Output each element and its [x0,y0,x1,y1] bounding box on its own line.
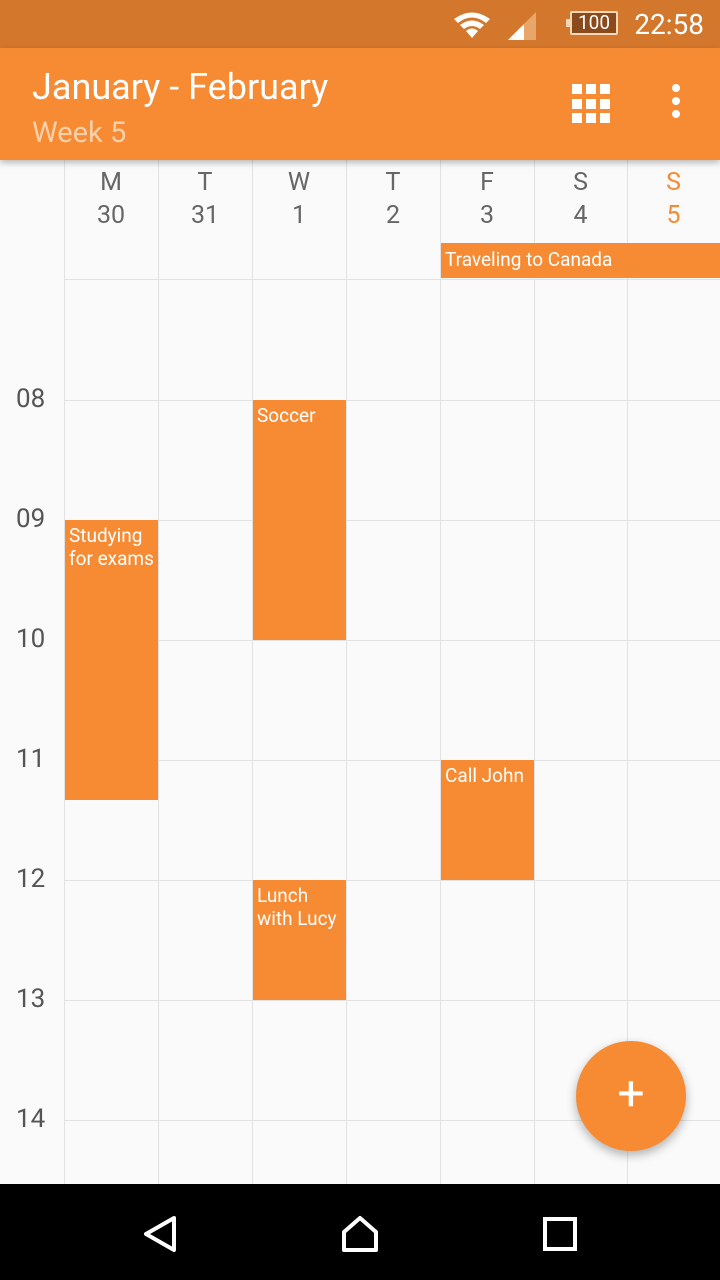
hour-line [64,640,720,641]
day-date: 5 [666,201,681,230]
hour-line [64,1120,720,1121]
day-header[interactable]: T 31 [158,166,252,232]
recents-icon[interactable] [542,1216,578,1252]
page-title[interactable]: January - February [32,66,329,108]
column-divider [627,160,628,1184]
hour-label: 09 [16,504,46,534]
event-block[interactable]: Call John [441,760,534,880]
day-header[interactable]: M 30 [64,166,158,232]
day-letter: S [666,168,681,197]
hour-line [64,1000,720,1001]
day-letter: W [287,168,311,197]
app-bar: January - February Week 5 [0,48,720,160]
view-grid-icon[interactable] [572,84,612,124]
week-label: Week 5 [32,116,127,150]
column-divider [534,160,535,1184]
column-divider [158,160,159,1184]
hour-label: 08 [16,384,46,414]
event-block[interactable]: Lunch with Lucy [253,880,346,1000]
all-day-event[interactable]: Traveling to Canada [441,243,720,278]
day-date: 2 [385,201,401,230]
day-date: 30 [96,201,126,230]
column-divider [252,160,253,1184]
signal-icon [508,12,536,40]
column-divider [64,160,65,1184]
hour-label: 11 [16,744,46,774]
day-letter: F [480,168,494,197]
week-calendar[interactable]: M 30 T 31 W 1 T 2 F 3 S 4 S 5 08 09 10 11 12 13 14 Traveling … [0,160,720,1184]
more-options-icon[interactable] [666,84,686,124]
hour-label: 13 [16,984,46,1014]
day-letter: M [100,168,122,197]
add-event-button[interactable]: + [576,1041,686,1151]
event-block[interactable]: Studying for exams [65,520,158,800]
header-divider [64,279,720,280]
hour-line [64,520,720,521]
hour-label: 12 [16,864,46,894]
navigation-bar [0,1184,720,1280]
hour-label: 10 [16,624,46,654]
clock: 22:58 [634,8,704,41]
wifi-icon [454,12,490,38]
day-date: 1 [291,201,307,230]
hour-label: 14 [16,1104,46,1134]
day-letter: T [197,168,213,197]
day-letter: S [573,168,588,197]
status-bar: 100 22:58 [0,0,720,48]
back-icon[interactable] [140,1214,180,1254]
hour-line [64,400,720,401]
battery-icon: 100 [566,11,618,35]
day-date: 4 [573,201,588,230]
day-date: 31 [190,201,220,230]
hour-line [64,880,720,881]
day-date: 3 [479,201,495,230]
home-icon[interactable] [340,1214,380,1254]
column-divider [346,160,347,1184]
column-divider [440,160,441,1184]
event-block[interactable]: Soccer [253,400,346,640]
hour-line [64,760,720,761]
day-letter: T [385,168,401,197]
